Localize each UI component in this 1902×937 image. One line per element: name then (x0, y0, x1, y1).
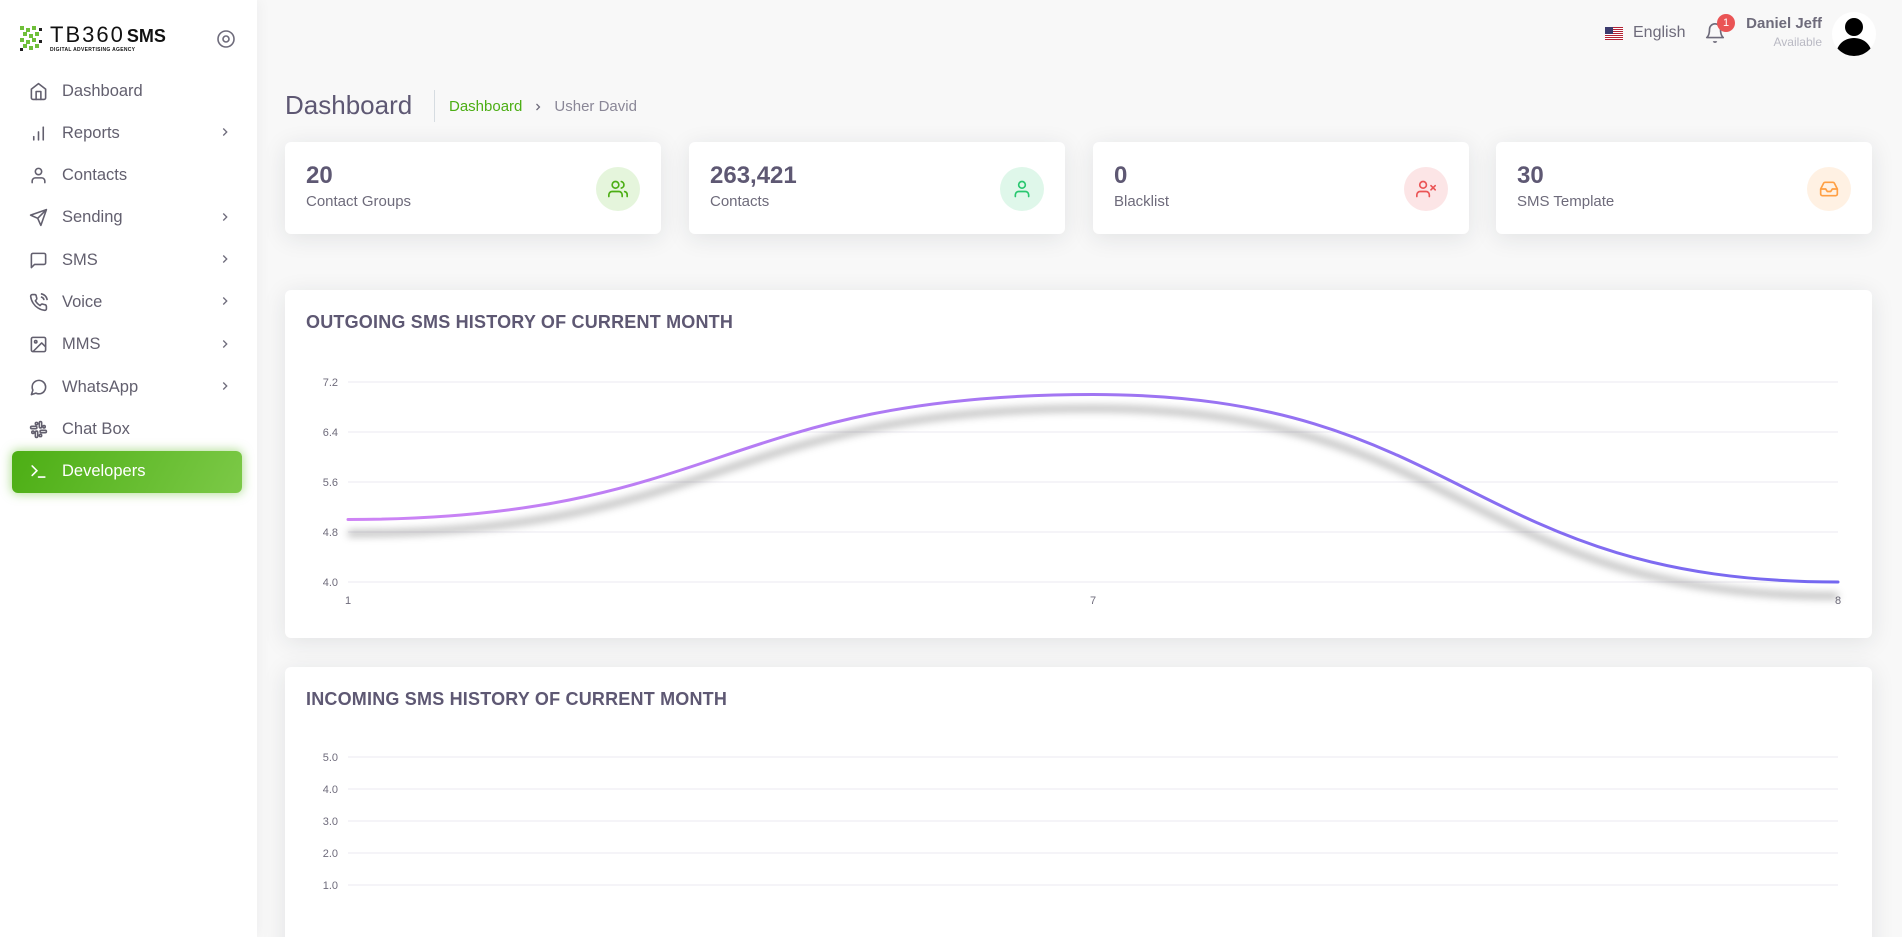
breadcrumb: Dashboard Usher David (449, 98, 637, 115)
stat-label: SMS Template (1517, 193, 1615, 210)
brand-tagline: DIGITAL ADVERTISING AGENCY (50, 47, 136, 53)
chevron-right-icon (222, 297, 228, 306)
notification-count-badge: 1 (1717, 14, 1735, 32)
y-tick-label: 6.4 (323, 427, 338, 439)
sidebar-item-label: WhatsApp (62, 377, 139, 396)
sidebar-item-mms[interactable]: MMS (12, 324, 242, 366)
notifications-button[interactable]: 1 (1704, 14, 1735, 46)
stat-card-sms-template[interactable]: 30 SMS Template (1496, 142, 1872, 234)
breadcrumb-current: Usher David (554, 98, 637, 115)
x-tick-label: 1 (345, 595, 351, 607)
user-x-icon (1404, 167, 1448, 211)
brand-logo[interactable]: TB360 SMS DIGITAL ADVERTISING AGENCY (20, 22, 166, 56)
chevron-right-icon (222, 255, 228, 264)
us-flag-icon (1605, 26, 1623, 40)
sidebar-item-label: SMS (62, 250, 98, 269)
slack-icon (28, 419, 48, 439)
sidebar-item-label: Contacts (62, 166, 128, 185)
logo-icon (20, 26, 42, 51)
chart-title: INCOMING SMS HISTORY OF CURRENT MONTH (306, 689, 728, 709)
sidebar-item-label: Voice (62, 292, 103, 311)
page-title: Dashboard (285, 90, 413, 120)
sidebar-item-sending[interactable]: Sending (12, 197, 242, 239)
user-icon (1000, 167, 1044, 211)
language-selector[interactable]: English (1605, 24, 1685, 42)
user-status: Available (1773, 35, 1822, 49)
chevron-right-icon (222, 128, 228, 137)
stat-value: 263,421 (710, 162, 797, 189)
users-icon (596, 167, 640, 211)
sidebar-item-chat-box[interactable]: Chat Box (12, 408, 242, 450)
outgoing-sms-chart-card: OUTGOING SMS HISTORY OF CURRENT MONTH 7.… (285, 290, 1872, 638)
chevron-right-icon (222, 212, 228, 221)
y-tick-label: 2.0 (323, 848, 338, 860)
sidebar-item-whatsapp[interactable]: WhatsApp (12, 366, 242, 408)
stat-card-contacts[interactable]: 263,421 Contacts (689, 142, 1065, 234)
incoming-sms-chart: 5.0 4.0 3.0 2.0 1.0 (323, 752, 1838, 892)
y-tick-label: 4.0 (323, 784, 338, 796)
send-icon (28, 208, 48, 228)
sidebar-item-label: MMS (62, 335, 101, 354)
phone-call-icon (28, 292, 48, 312)
terminal-icon (28, 462, 48, 482)
user-name[interactable]: Daniel Jeff (1746, 15, 1822, 32)
sidebar-item-label: Dashboard (62, 81, 143, 100)
sidebar: TB360 SMS DIGITAL ADVERTISING AGENCY Dash… (0, 0, 257, 937)
sidebar-item-label: Sending (62, 208, 123, 227)
stat-value: 20 (306, 162, 333, 189)
series-line (346, 392, 1840, 584)
y-tick-label: 7.2 (323, 377, 338, 389)
sidebar-item-voice[interactable]: Voice (12, 281, 242, 323)
collapse-toggle-icon[interactable] (216, 29, 236, 49)
brand-name: TB360 (50, 22, 125, 47)
sidebar-menu: Dashboard Reports Contacts Sending SMS V… (12, 70, 242, 493)
sidebar-item-label: Developers (62, 462, 146, 481)
sidebar-item-contacts[interactable]: Contacts (12, 155, 242, 197)
chevron-right-icon (222, 382, 228, 391)
outgoing-sms-chart: 7.2 6.4 5.6 4.8 4.0 1 7 8 (323, 377, 1841, 607)
chevron-right-icon (222, 339, 228, 348)
stat-card-blacklist[interactable]: 0 Blacklist (1093, 142, 1469, 234)
y-tick-label: 5.6 (323, 477, 338, 489)
bell-icon (1705, 23, 1725, 43)
image-icon (28, 335, 48, 355)
avatar[interactable] (1832, 12, 1876, 56)
stat-card-contact-groups[interactable]: 20 Contact Groups (285, 142, 661, 234)
language-label: English (1633, 24, 1686, 41)
x-tick-label: 7 (1090, 595, 1096, 607)
sidebar-item-label: Chat Box (62, 419, 130, 438)
sidebar-item-label: Reports (62, 123, 120, 142)
top-navbar: English 1 Daniel Jeff Available (258, 2, 1902, 66)
y-tick-label: 3.0 (323, 816, 338, 828)
x-tick-label: 8 (1835, 595, 1841, 607)
message-circle-icon (28, 377, 48, 397)
breadcrumb-link-dashboard[interactable]: Dashboard (449, 98, 523, 115)
brand-suffix: SMS (126, 26, 166, 46)
y-tick-label: 1.0 (323, 880, 338, 892)
incoming-sms-chart-card: INCOMING SMS HISTORY OF CURRENT MONTH 5.… (285, 667, 1872, 937)
y-tick-label: 4.8 (323, 527, 338, 539)
stat-label: Contacts (710, 193, 770, 210)
sidebar-item-developers[interactable]: Developers (12, 450, 242, 493)
series-line-shadow (347, 405, 1839, 599)
message-square-icon (28, 250, 48, 270)
y-tick-label: 4.0 (323, 577, 338, 589)
stat-value: 30 (1517, 162, 1544, 189)
stat-value: 0 (1114, 162, 1128, 189)
user-icon (28, 166, 48, 186)
inbox-icon (1807, 167, 1851, 211)
user-avatar-icon (1836, 18, 1872, 56)
chevron-right-icon (536, 103, 541, 110)
stat-label: Blacklist (1114, 193, 1170, 210)
bar-chart-icon (28, 123, 48, 143)
sidebar-item-dashboard[interactable]: Dashboard (12, 70, 242, 112)
home-icon (28, 81, 48, 101)
chart-title: OUTGOING SMS HISTORY OF CURRENT MONTH (306, 312, 734, 332)
y-tick-label: 5.0 (323, 752, 338, 764)
sidebar-item-sms[interactable]: SMS (12, 239, 242, 281)
sidebar-item-reports[interactable]: Reports (12, 112, 242, 154)
title-divider (434, 90, 435, 122)
stat-label: Contact Groups (306, 193, 412, 210)
